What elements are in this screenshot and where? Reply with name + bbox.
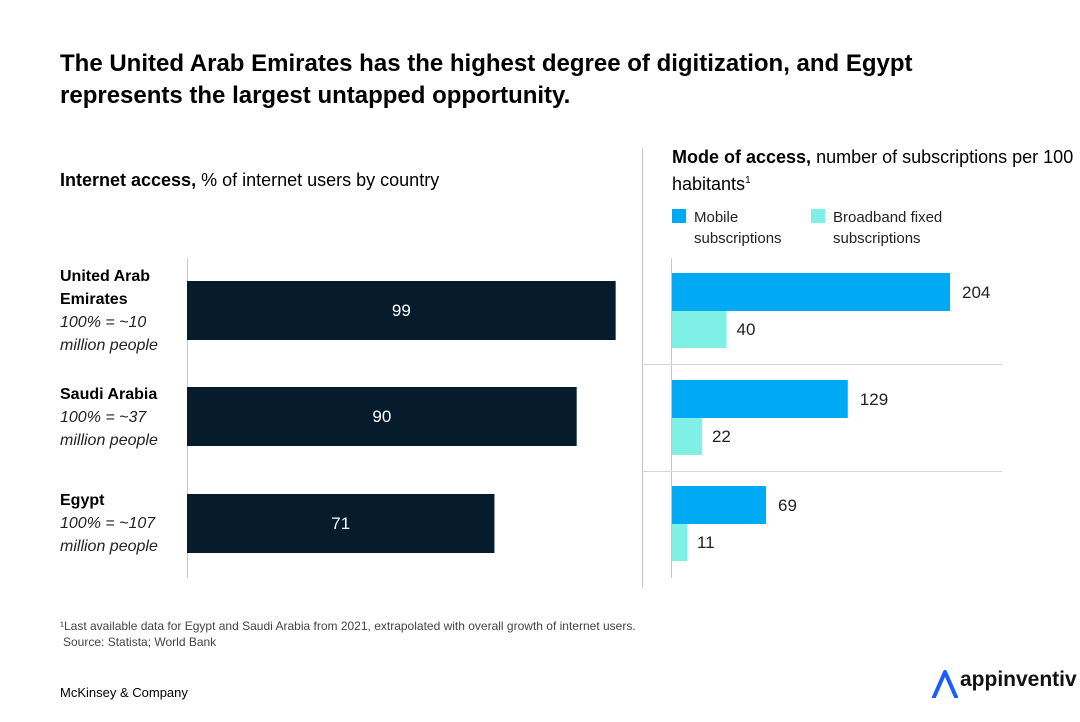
- country-population: 100% = ~10 million people: [60, 314, 158, 354]
- mobile-bar: [672, 380, 848, 418]
- internet-bar: [187, 281, 616, 340]
- section-divider: [642, 148, 643, 588]
- footnote-text: ¹Last available data for Egypt and Saudi…: [60, 619, 636, 633]
- mobile-bar: [672, 273, 950, 311]
- country-label-egypt: Egypt 100% = ~107 million people: [60, 489, 180, 558]
- logo-text: appinventiv: [960, 668, 1077, 691]
- internet-bar-value: 99: [392, 301, 411, 320]
- legend-mobile-label: Mobile subscriptions: [694, 209, 782, 247]
- country-name: Saudi Arabia: [60, 386, 158, 403]
- source-text: Source: Statista; World Bank: [63, 635, 217, 649]
- internet-bar: [187, 494, 495, 553]
- country-population: 100% = ~107 million people: [60, 515, 158, 555]
- country-name: United Arab Emirates: [60, 268, 151, 308]
- mobile-bar: [672, 486, 767, 524]
- country-name: Egypt: [60, 492, 105, 509]
- mode-of-access-footnote-mark: 1: [745, 175, 751, 186]
- footnote: ¹Last available data for Egypt and Saudi…: [60, 618, 636, 650]
- mode-of-access-header-rest: number of subscriptions per 100 habitant…: [672, 147, 1074, 194]
- broadband-bar-value: 40: [737, 320, 756, 339]
- country-label-uae: United Arab Emirates 100% = ~10 million …: [60, 265, 180, 357]
- legend-broadband-label: Broadband fixed subscriptions: [833, 209, 943, 247]
- mobile-bar-value: 129: [860, 390, 888, 409]
- internet-bar-value: 71: [331, 514, 350, 533]
- broadband-bar-value: 11: [697, 533, 715, 552]
- internet-access-header-rest: % of internet users by country: [196, 170, 440, 190]
- country-label-saudi-arabia: Saudi Arabia 100% = ~37 million people: [60, 383, 180, 452]
- mode-of-access-chart: 204 40 129 22 69 11: [642, 258, 1002, 578]
- broadband-bar: [672, 524, 687, 561]
- appinventiv-a-icon: [932, 670, 958, 698]
- page-title: The United Arab Emirates has the highest…: [60, 50, 913, 109]
- mode-of-access-header: Mode of access, number of subscriptions …: [672, 145, 1080, 196]
- country-population: 100% = ~37 million people: [60, 409, 158, 449]
- broadband-bar: [672, 311, 727, 348]
- broadband-swatch: [811, 209, 825, 223]
- mode-of-access-header-bold: Mode of access,: [672, 147, 812, 167]
- broadband-bar-value: 22: [712, 427, 731, 446]
- internet-access-header-bold: Internet access,: [60, 170, 197, 190]
- mobile-swatch: [672, 209, 686, 223]
- mobile-bar-value: 69: [778, 496, 797, 515]
- broadband-bar: [672, 418, 702, 455]
- internet-bar-value: 90: [372, 407, 391, 426]
- mobile-bar-value: 204: [962, 283, 990, 302]
- internet-bar: [187, 387, 577, 446]
- internet-access-header: Internet access, % of internet users by …: [60, 168, 439, 192]
- brand-mckinsey: McKinsey & Company: [60, 685, 188, 700]
- internet-access-chart: 99 90 71: [187, 258, 616, 578]
